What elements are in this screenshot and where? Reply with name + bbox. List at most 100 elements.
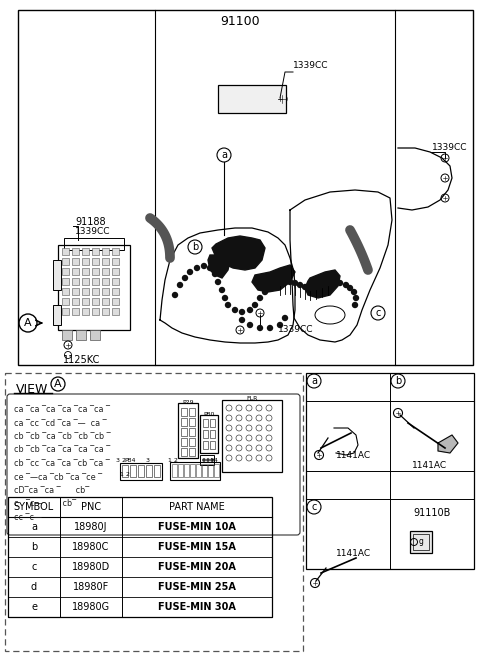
Bar: [82, 288, 89, 295]
Bar: [189, 418, 195, 426]
Text: d: d: [31, 582, 37, 592]
Circle shape: [302, 284, 308, 290]
Text: c: c: [375, 308, 381, 318]
Bar: [196, 464, 201, 477]
Circle shape: [331, 279, 337, 285]
Circle shape: [262, 289, 268, 295]
Circle shape: [215, 279, 221, 285]
Bar: [90, 330, 100, 340]
Bar: [102, 308, 109, 315]
Text: FUSE-MIN 15A: FUSE-MIN 15A: [158, 542, 236, 552]
Bar: [189, 438, 195, 446]
Bar: [72, 298, 79, 305]
Bar: [5, 373, 303, 651]
Text: g: g: [419, 538, 423, 546]
Bar: [53, 305, 61, 325]
Text: 3: 3: [146, 458, 150, 464]
Bar: [112, 308, 119, 315]
Circle shape: [194, 265, 200, 271]
Text: Y4: Y4: [211, 457, 219, 462]
Bar: [92, 308, 99, 315]
Bar: [413, 534, 429, 550]
Bar: [82, 268, 89, 275]
Bar: [138, 465, 144, 477]
Text: P84: P84: [124, 458, 136, 464]
Circle shape: [206, 458, 209, 462]
Bar: [184, 464, 189, 477]
Bar: [178, 403, 198, 458]
Text: A: A: [24, 318, 32, 328]
Circle shape: [319, 282, 325, 288]
Bar: [62, 288, 69, 295]
Bar: [102, 268, 109, 275]
Circle shape: [212, 271, 218, 277]
Polygon shape: [305, 270, 340, 298]
Bar: [410, 531, 432, 553]
Text: 91100: 91100: [220, 15, 260, 28]
Circle shape: [277, 280, 283, 286]
Text: 18980G: 18980G: [72, 602, 110, 612]
Text: cb ‾cb ‾ca ‾cb ‾cb ‾cb ‾: cb ‾cb ‾ca ‾cb ‾cb ‾cb ‾: [14, 432, 110, 441]
Bar: [189, 448, 195, 456]
Bar: [112, 268, 119, 275]
Circle shape: [239, 309, 245, 315]
Text: A: A: [54, 379, 62, 389]
Text: 18980D: 18980D: [72, 562, 110, 572]
Text: 1141AC: 1141AC: [336, 550, 372, 559]
Circle shape: [282, 315, 288, 321]
Text: VIEW: VIEW: [16, 383, 48, 396]
Circle shape: [201, 263, 207, 269]
Text: 1141AC: 1141AC: [412, 462, 447, 470]
Bar: [210, 441, 215, 449]
Bar: [64, 238, 124, 250]
Text: PART NAME: PART NAME: [169, 502, 225, 512]
Bar: [203, 419, 208, 427]
Bar: [189, 428, 195, 436]
Circle shape: [207, 265, 213, 271]
Bar: [112, 258, 119, 265]
Circle shape: [267, 325, 273, 331]
Bar: [18, 10, 473, 365]
Bar: [62, 308, 69, 315]
Text: b: b: [31, 542, 37, 552]
Bar: [154, 465, 160, 477]
Text: e: e: [31, 602, 37, 612]
Circle shape: [252, 302, 258, 309]
Circle shape: [313, 284, 319, 290]
Bar: [200, 415, 218, 453]
Text: a: a: [221, 150, 227, 160]
Text: 18980J: 18980J: [74, 522, 108, 532]
Bar: [170, 462, 220, 480]
Polygon shape: [252, 265, 295, 292]
Bar: [112, 298, 119, 305]
Bar: [146, 465, 152, 477]
Text: 1339CC: 1339CC: [75, 227, 110, 236]
Circle shape: [239, 317, 245, 323]
Circle shape: [222, 295, 228, 301]
Text: 3 2: 3 2: [116, 457, 126, 462]
Text: 1 2: 1 2: [120, 472, 130, 477]
Bar: [208, 464, 213, 477]
Text: cb ‾cc ‾ca ‾ca ‾cb ‾ca ‾: cb ‾cc ‾ca ‾ca ‾cb ‾ca ‾: [14, 459, 110, 468]
Text: P29: P29: [182, 400, 194, 405]
Text: FUSE-MIN 30A: FUSE-MIN 30A: [158, 602, 236, 612]
Bar: [62, 278, 69, 285]
Bar: [102, 288, 109, 295]
Circle shape: [297, 282, 303, 288]
Text: 91188: 91188: [75, 217, 106, 227]
Circle shape: [292, 280, 298, 286]
Bar: [172, 464, 177, 477]
Bar: [189, 408, 195, 416]
Text: 1125KC: 1125KC: [63, 355, 101, 365]
Text: 1141AC: 1141AC: [336, 451, 372, 460]
Text: 1339CC: 1339CC: [432, 143, 468, 153]
Text: ce ‾—ca ‾cb ‾ca ‾ce ‾: ce ‾—ca ‾cb ‾ca ‾ce ‾: [14, 472, 102, 481]
Bar: [190, 464, 195, 477]
Bar: [122, 465, 128, 477]
Bar: [181, 408, 187, 416]
Bar: [102, 258, 109, 265]
Bar: [200, 455, 214, 465]
Polygon shape: [212, 236, 265, 270]
Text: SYMBOL: SYMBOL: [14, 502, 54, 512]
Bar: [72, 258, 79, 265]
